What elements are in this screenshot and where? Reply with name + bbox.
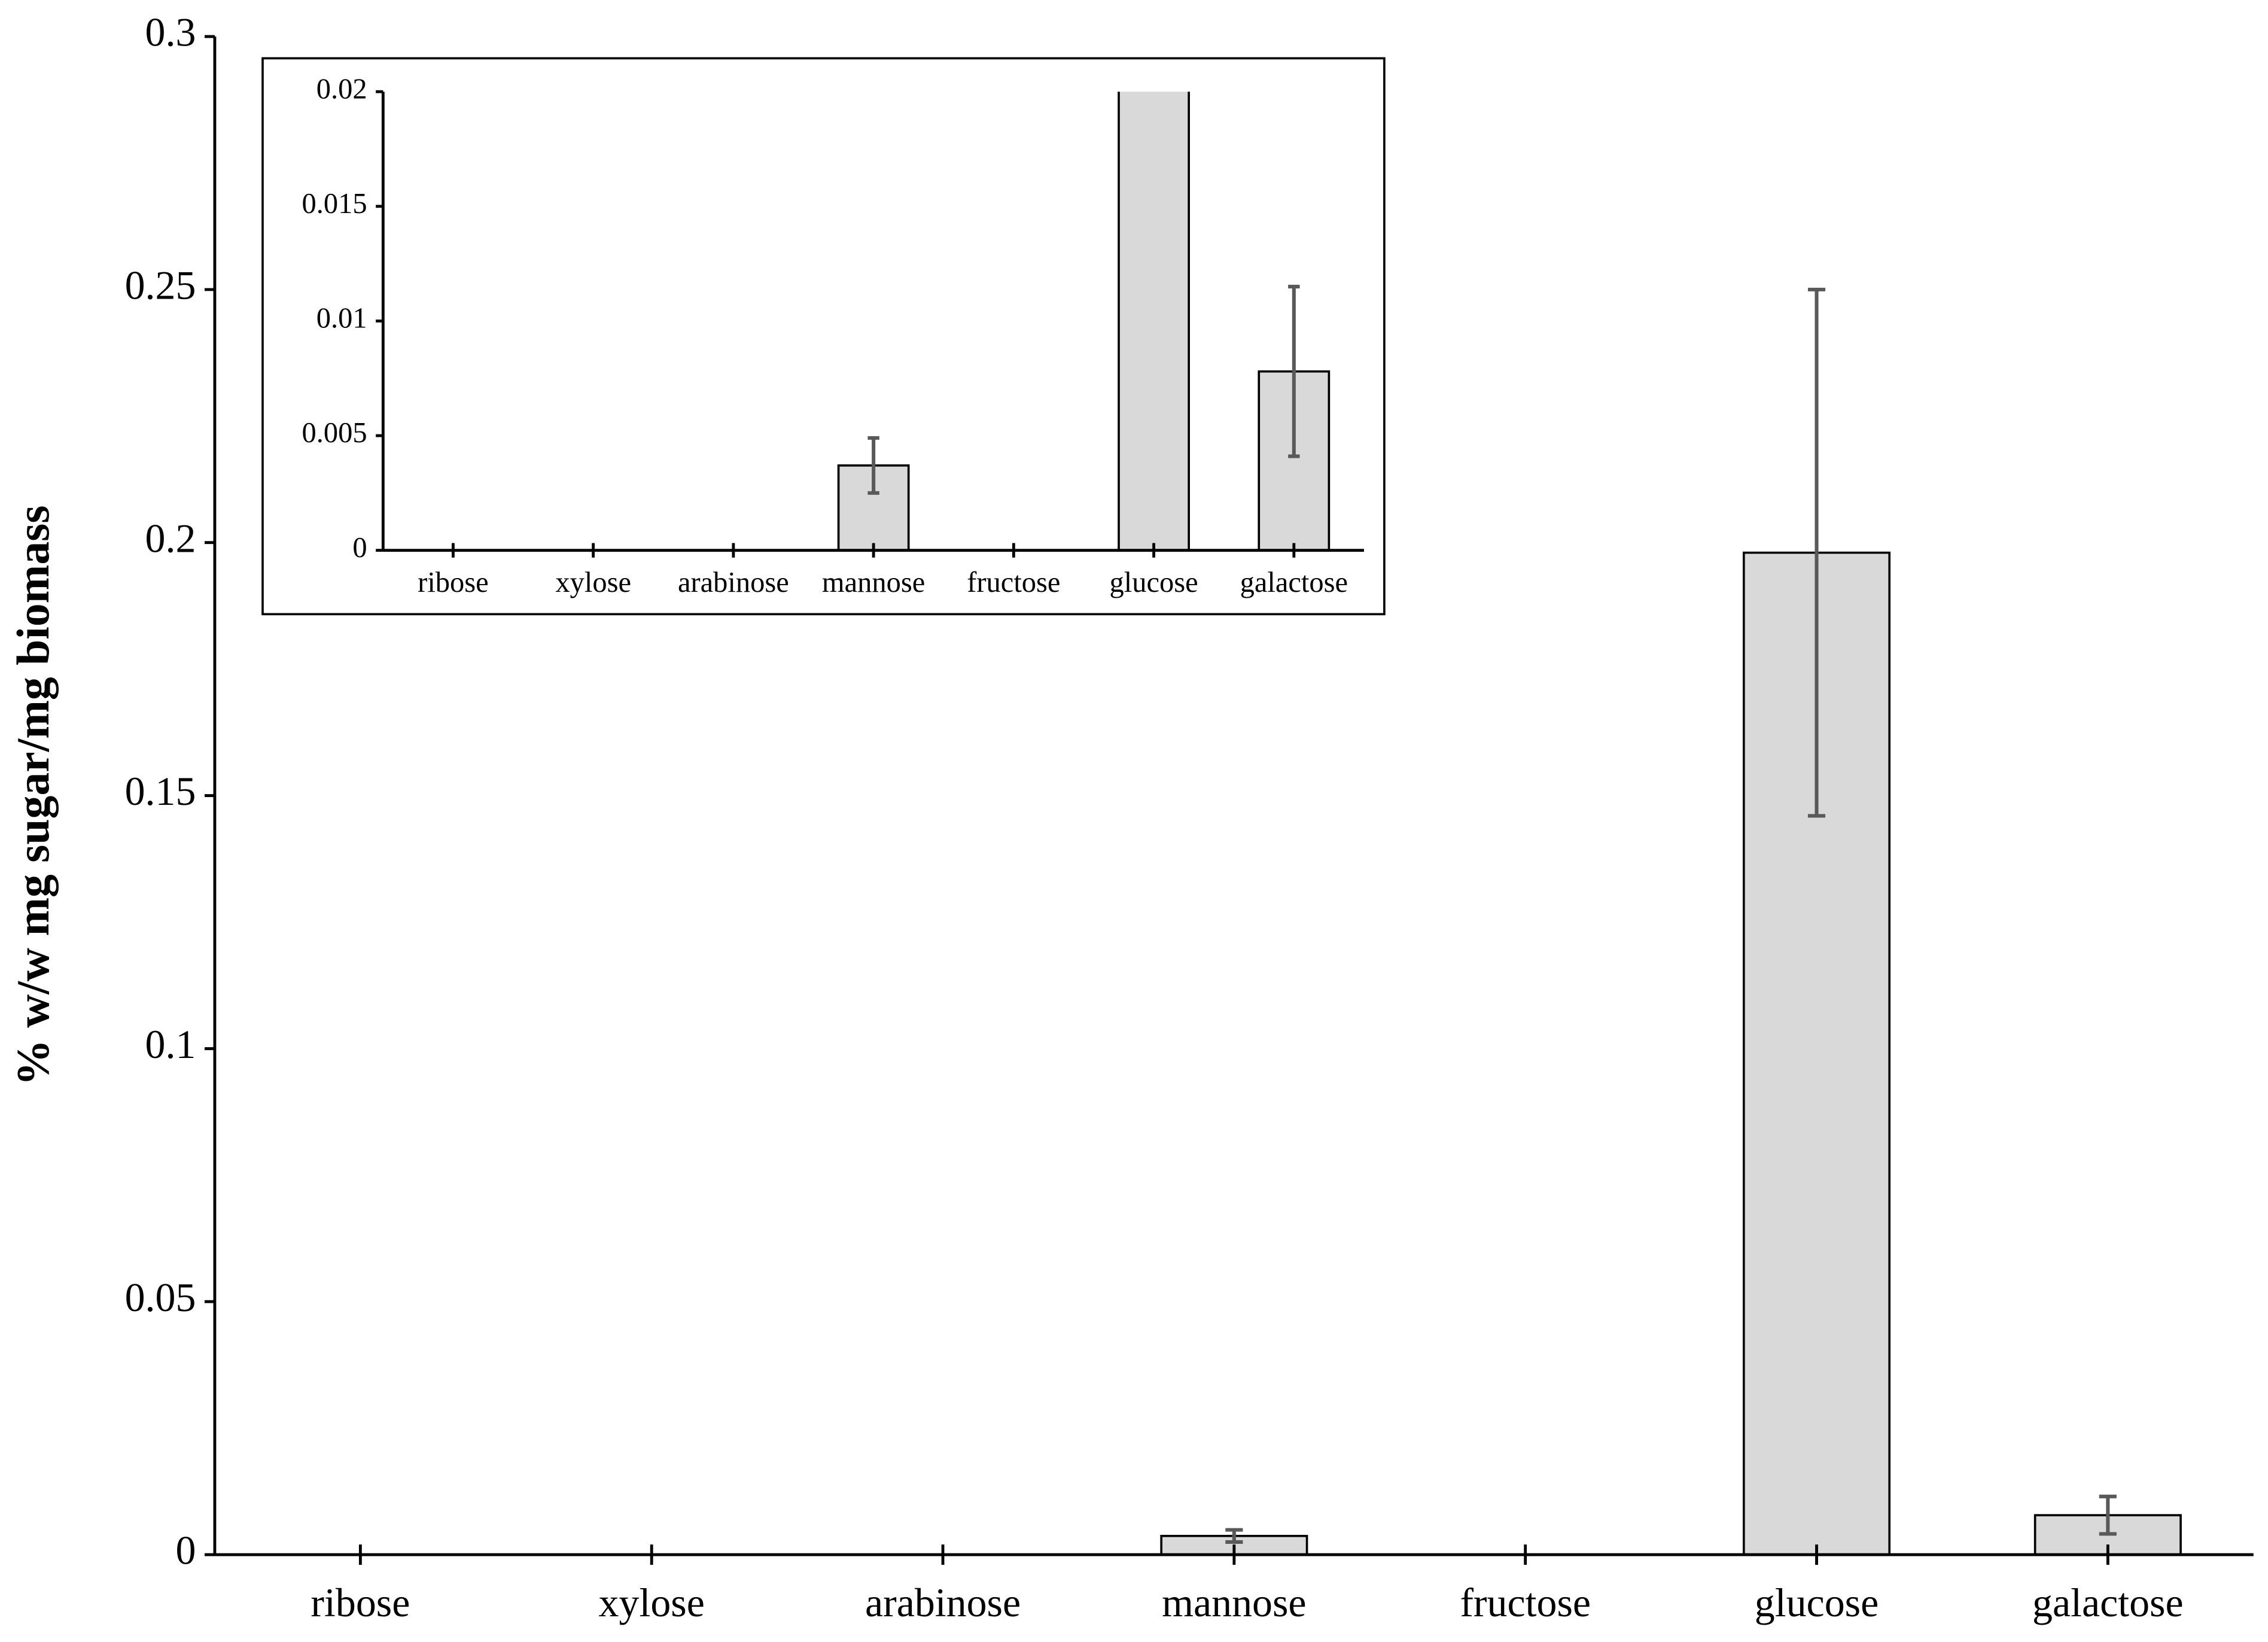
- x-tick-label: mannose: [822, 567, 925, 598]
- y-tick-label: 0: [175, 1528, 196, 1573]
- x-tick-label: fructose: [967, 567, 1060, 598]
- x-tick-label: xylose: [555, 567, 631, 598]
- bar: [1118, 92, 1190, 551]
- x-tick-label: glucose: [1110, 567, 1198, 598]
- x-tick-label: fructose: [1460, 1580, 1591, 1625]
- x-tick-label: arabinose: [678, 567, 789, 598]
- y-tick-label: 0.005: [302, 417, 367, 449]
- y-tick-label: 0.3: [145, 10, 196, 55]
- x-tick-label: galactose: [2032, 1580, 2184, 1625]
- inset-frame: [261, 57, 1386, 616]
- x-tick-label: arabinose: [865, 1580, 1021, 1625]
- x-tick-label: ribose: [418, 567, 489, 598]
- x-tick-label: mannose: [1162, 1580, 1306, 1625]
- y-tick-label: 0.02: [316, 73, 367, 105]
- y-tick-label: 0.1: [145, 1021, 196, 1067]
- x-tick-label: xylose: [599, 1580, 705, 1625]
- y-tick-label: 0.015: [302, 188, 367, 220]
- y-tick-label: 0: [352, 532, 367, 564]
- plot-area: [1160, 287, 2182, 1556]
- x-tick-label: glucose: [1755, 1580, 1879, 1625]
- x-tick-label: ribose: [310, 1580, 410, 1625]
- plot-area: [837, 92, 1331, 551]
- y-tick-label: 0.15: [125, 768, 196, 814]
- y-tick-label: 0.05: [125, 1275, 196, 1320]
- y-tick-label: 0.01: [316, 303, 367, 335]
- x-tick-label: galactose: [1240, 567, 1348, 598]
- y-axis-label: % w/w mg sugar/mg biomass: [7, 505, 59, 1085]
- y-tick-label: 0.2: [145, 515, 196, 561]
- y-tick-label: 0.25: [125, 262, 196, 308]
